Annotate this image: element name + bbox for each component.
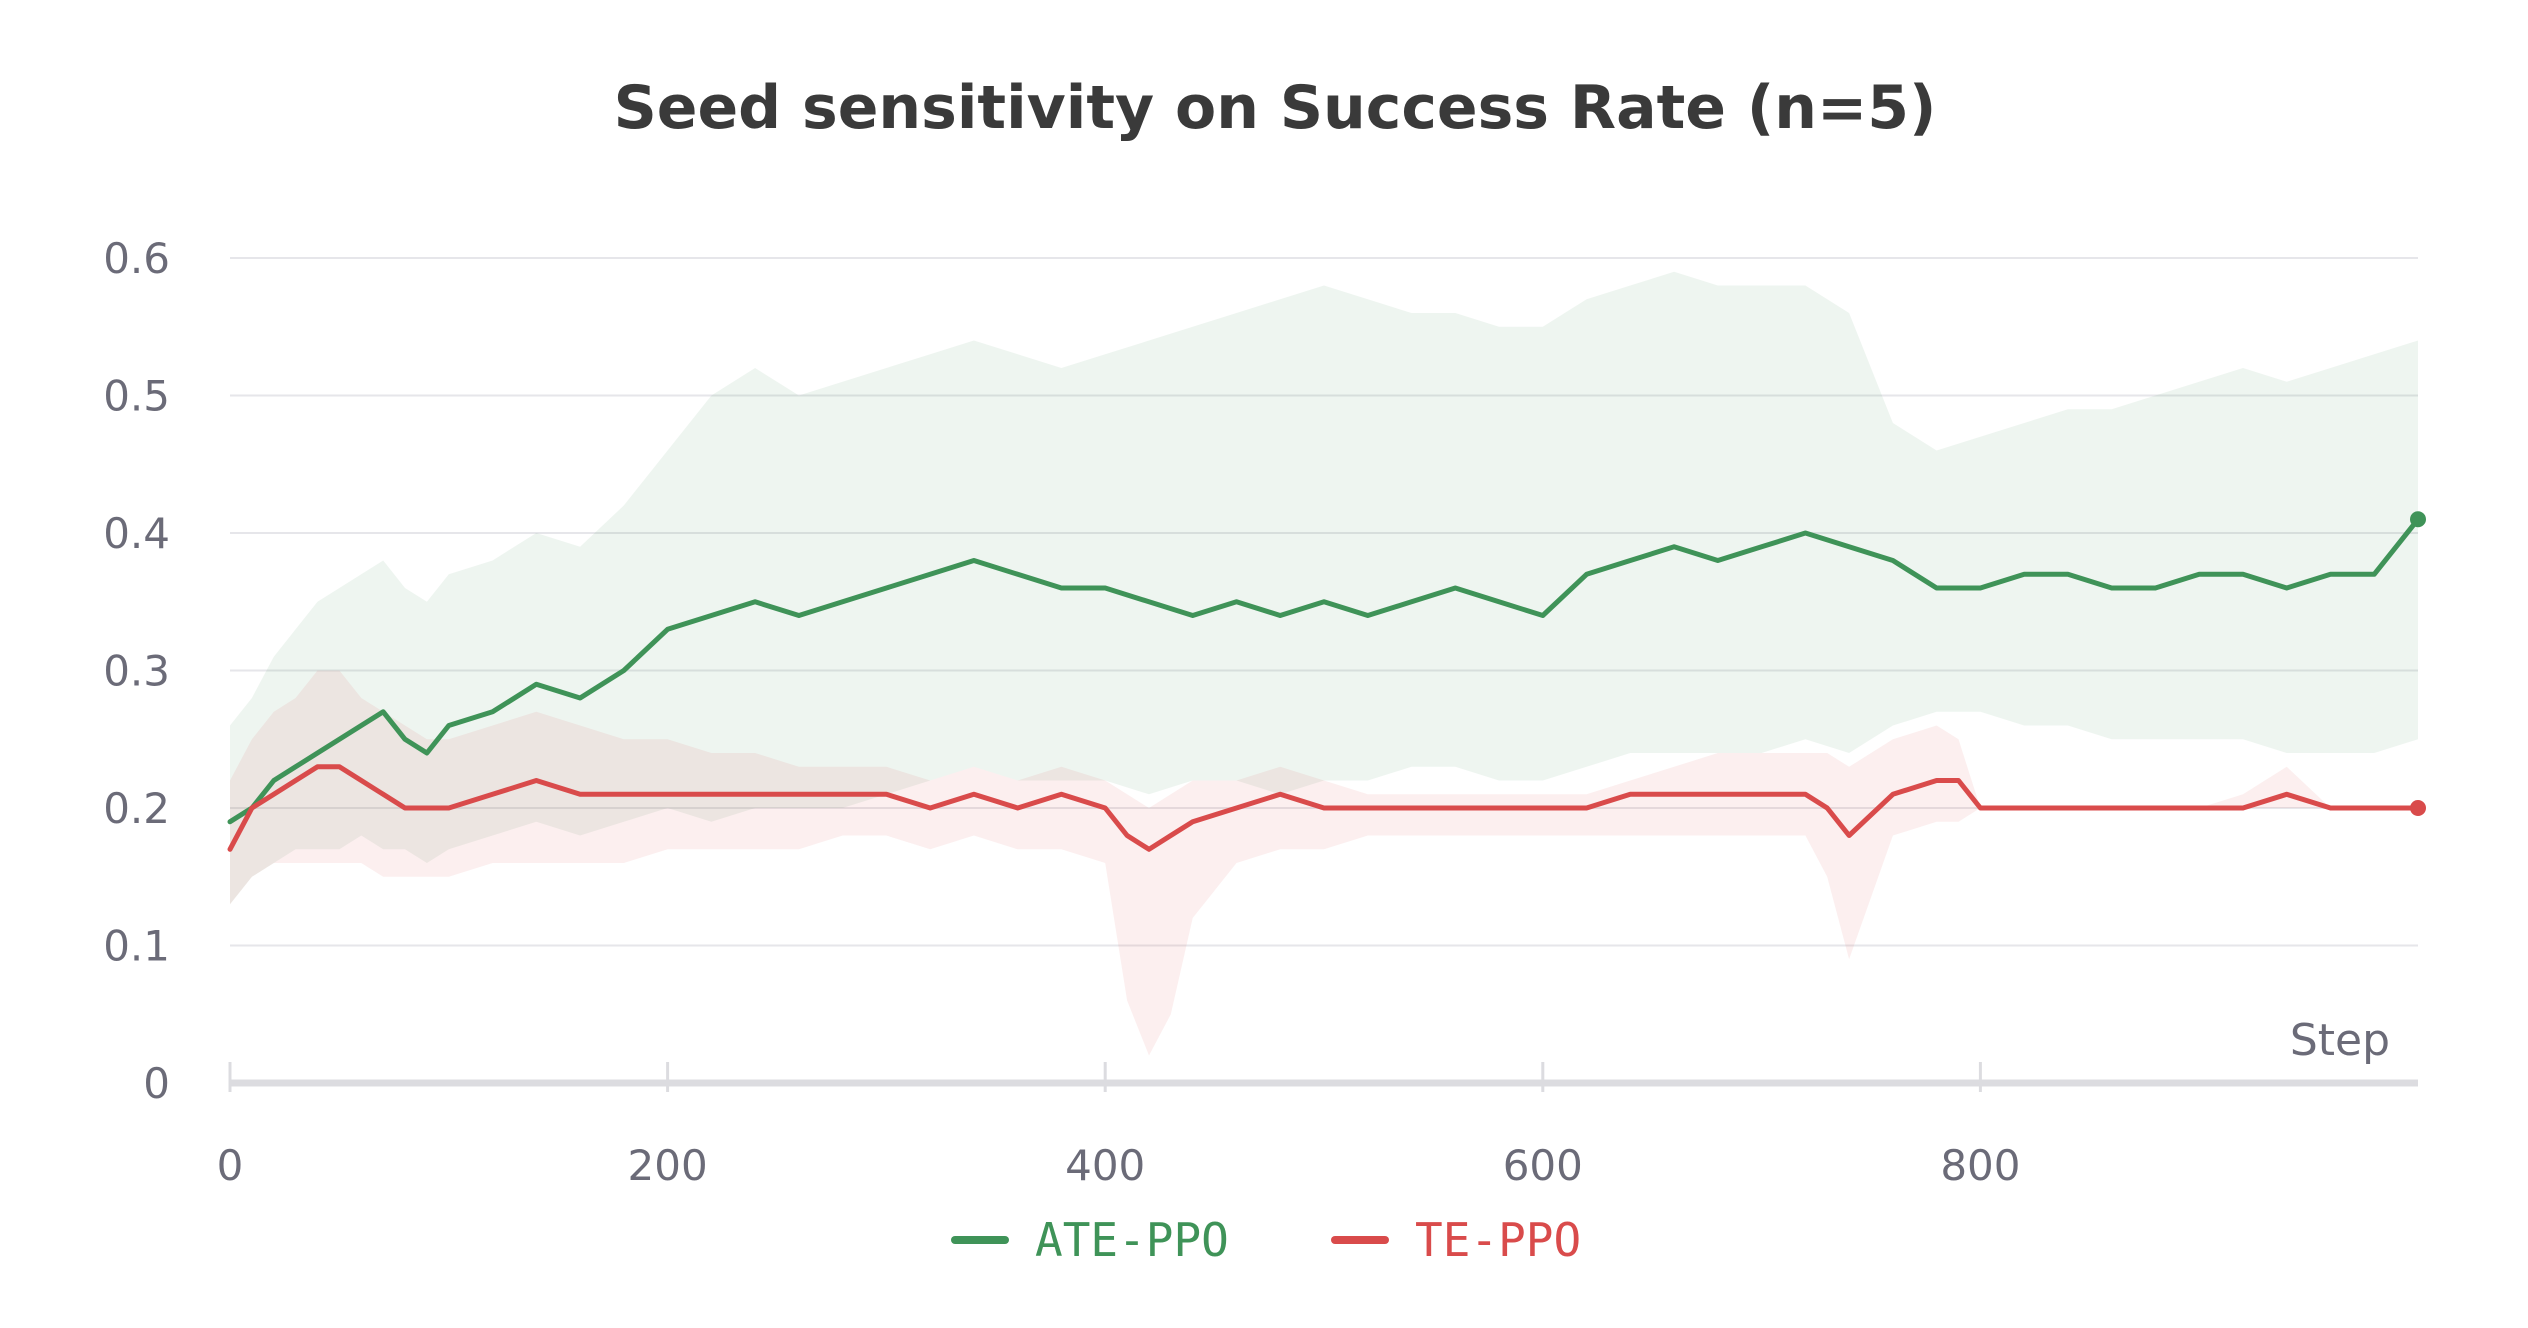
x-tick-label: 200: [628, 1141, 708, 1190]
ate-ppo-end-marker: [2410, 511, 2426, 528]
grid-lines: 0 0.1 0.2 0.3 0.4 0.5 0.6: [103, 234, 2418, 1108]
confidence-bands: [230, 271, 2418, 1056]
y-tick-label: 0: [143, 1059, 170, 1108]
series-lines: [227, 511, 2426, 852]
y-tick-label: 0.1: [103, 922, 170, 971]
x-axis-label: Step: [2290, 1015, 2390, 1066]
x-tick-label: 400: [1065, 1141, 1145, 1190]
te-ppo-line: [227, 764, 2421, 852]
y-tick-label: 0.6: [103, 234, 170, 283]
te-ppo-band: [230, 670, 2418, 1056]
x-tick-label: 800: [1940, 1141, 2020, 1190]
y-tick-label: 0.3: [103, 647, 170, 696]
y-tick-label: 0.4: [103, 509, 170, 558]
legend: ATE-PPO TE-PPO: [951, 1213, 1581, 1267]
axes: 0 200 400 600 800: [217, 1062, 2418, 1190]
y-tick-label: 0.2: [103, 784, 170, 833]
y-tick-label: 0.5: [103, 372, 170, 421]
legend-label-te-ppo: TE-PPO: [1415, 1213, 1581, 1267]
legend-label-ate-ppo: ATE-PPO: [1035, 1213, 1229, 1267]
ate-ppo-band: [230, 271, 2418, 905]
x-tick-label: 0: [217, 1141, 244, 1190]
te-ppo-end-marker: [2410, 800, 2426, 816]
x-tick-label: 600: [1503, 1141, 1583, 1190]
chart-title: Seed sensitivity on Success Rate (n=5): [614, 73, 1937, 143]
ate-ppo-line: [227, 516, 2421, 825]
